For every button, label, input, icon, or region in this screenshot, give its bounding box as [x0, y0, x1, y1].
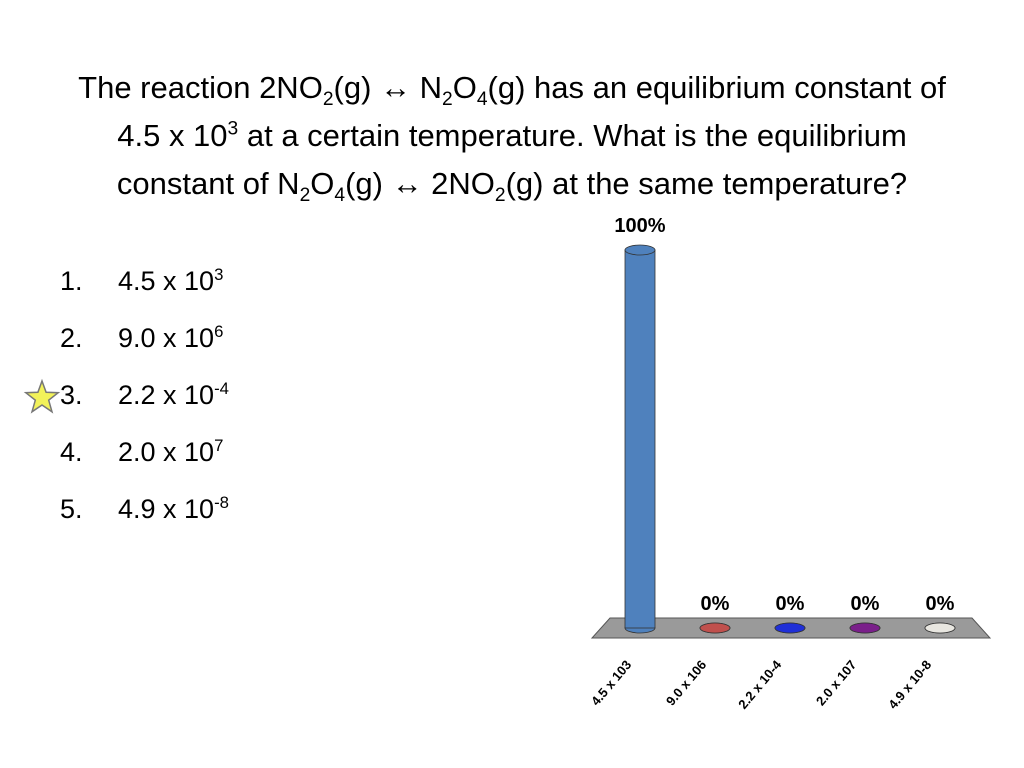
- correct-star: [23, 378, 61, 414]
- superscript: 3: [227, 118, 239, 140]
- x-tick-label: 9.0 x 106: [663, 657, 709, 708]
- value-label: 0%: [851, 593, 880, 615]
- bar-cap: [774, 622, 806, 634]
- x-tick-label: 4.9 x 10-8: [885, 657, 934, 711]
- x-tick-label: 2.2 x 10-4: [735, 657, 785, 712]
- option-number: 5.: [60, 494, 83, 524]
- text-run: 4.9 x 10: [118, 494, 215, 524]
- value-label: 100%: [614, 215, 665, 237]
- value-label: 0%: [776, 593, 805, 615]
- subscript: 4: [334, 185, 346, 207]
- text-run: (g) has an equilibrium constant of 4.5 x…: [117, 70, 946, 153]
- text-run: O: [310, 166, 335, 201]
- text-run: at a certain temperature. What is the eq…: [116, 118, 907, 201]
- value-label: 0%: [701, 593, 730, 615]
- text-run: O: [452, 70, 477, 105]
- superscript: 7: [214, 436, 224, 455]
- subscript: 2: [442, 89, 453, 111]
- bar-cap: [849, 622, 881, 634]
- text-run: 9.0 x 10: [118, 323, 215, 353]
- text-run: 2.2 x 10: [118, 380, 215, 410]
- option-number: 1.: [60, 266, 83, 296]
- superscript: 6: [214, 322, 224, 341]
- option: 4. 2.0 x 107: [60, 437, 223, 468]
- text-run: (g) ↔ N: [333, 70, 443, 105]
- superscript: -8: [214, 493, 229, 512]
- superscript: -4: [214, 379, 229, 398]
- question: The reaction 2NO2(g) ↔ N2O4(g) has an eq…: [62, 64, 962, 208]
- x-tick-label: 2.0 x 107: [813, 657, 859, 708]
- subscript: 2: [494, 185, 506, 207]
- text-run: 4.5 x 10: [118, 266, 215, 296]
- option-number: 2.: [60, 323, 83, 353]
- subscript: 2: [299, 185, 311, 207]
- option-number: 3.: [60, 380, 83, 410]
- x-tick-label: 4.5 x 103: [588, 657, 634, 708]
- text-run: The reaction 2NO: [78, 70, 323, 105]
- option: 1. 4.5 x 103: [60, 266, 223, 297]
- option: 5. 4.9 x 10-8: [60, 494, 229, 525]
- value-label: 0%: [926, 593, 955, 615]
- superscript: 3: [214, 265, 224, 284]
- subscript: 4: [476, 89, 488, 111]
- text-run: 2.0 x 10: [118, 437, 215, 467]
- bar-cap: [924, 622, 956, 634]
- option: 2. 9.0 x 106: [60, 323, 223, 354]
- option: 3. 2.2 x 10-4: [60, 380, 229, 411]
- text-run: (g) ↔ 2NO: [345, 166, 495, 201]
- bar: [624, 249, 656, 629]
- option-number: 4.: [60, 437, 83, 467]
- text-run: (g) at the same temperature?: [505, 166, 908, 201]
- subscript: 2: [322, 89, 334, 111]
- bar-cap: [699, 622, 731, 634]
- bar-cap: [624, 244, 656, 256]
